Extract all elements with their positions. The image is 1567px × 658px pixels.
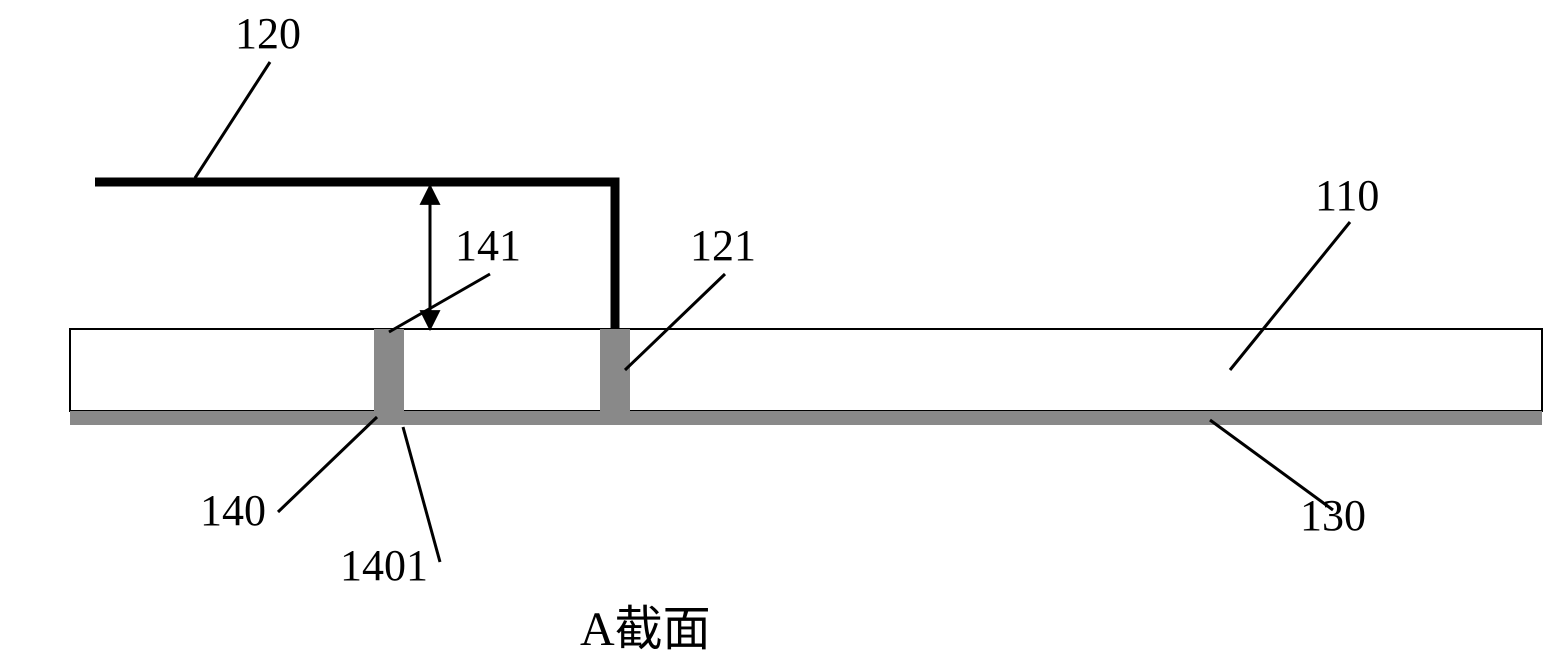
leader-120	[195, 62, 270, 178]
caption: A截面	[580, 603, 711, 656]
via-left-140	[374, 329, 404, 425]
leader-141	[389, 274, 490, 332]
via-right-121	[600, 329, 630, 425]
label-1401: 1401	[340, 541, 428, 590]
cross-section-diagram: 120 110 141 121 140 1401 130 A截面	[0, 0, 1567, 658]
label-140: 140	[200, 486, 266, 535]
substrate-slab	[70, 329, 1542, 411]
conductor-120	[95, 182, 615, 329]
label-130: 130	[1300, 491, 1366, 540]
label-121: 121	[690, 221, 756, 270]
label-120: 120	[235, 9, 301, 58]
bottom-layer-130	[70, 411, 1542, 425]
label-110: 110	[1315, 171, 1379, 220]
label-141: 141	[455, 221, 521, 270]
leader-140	[278, 417, 377, 512]
